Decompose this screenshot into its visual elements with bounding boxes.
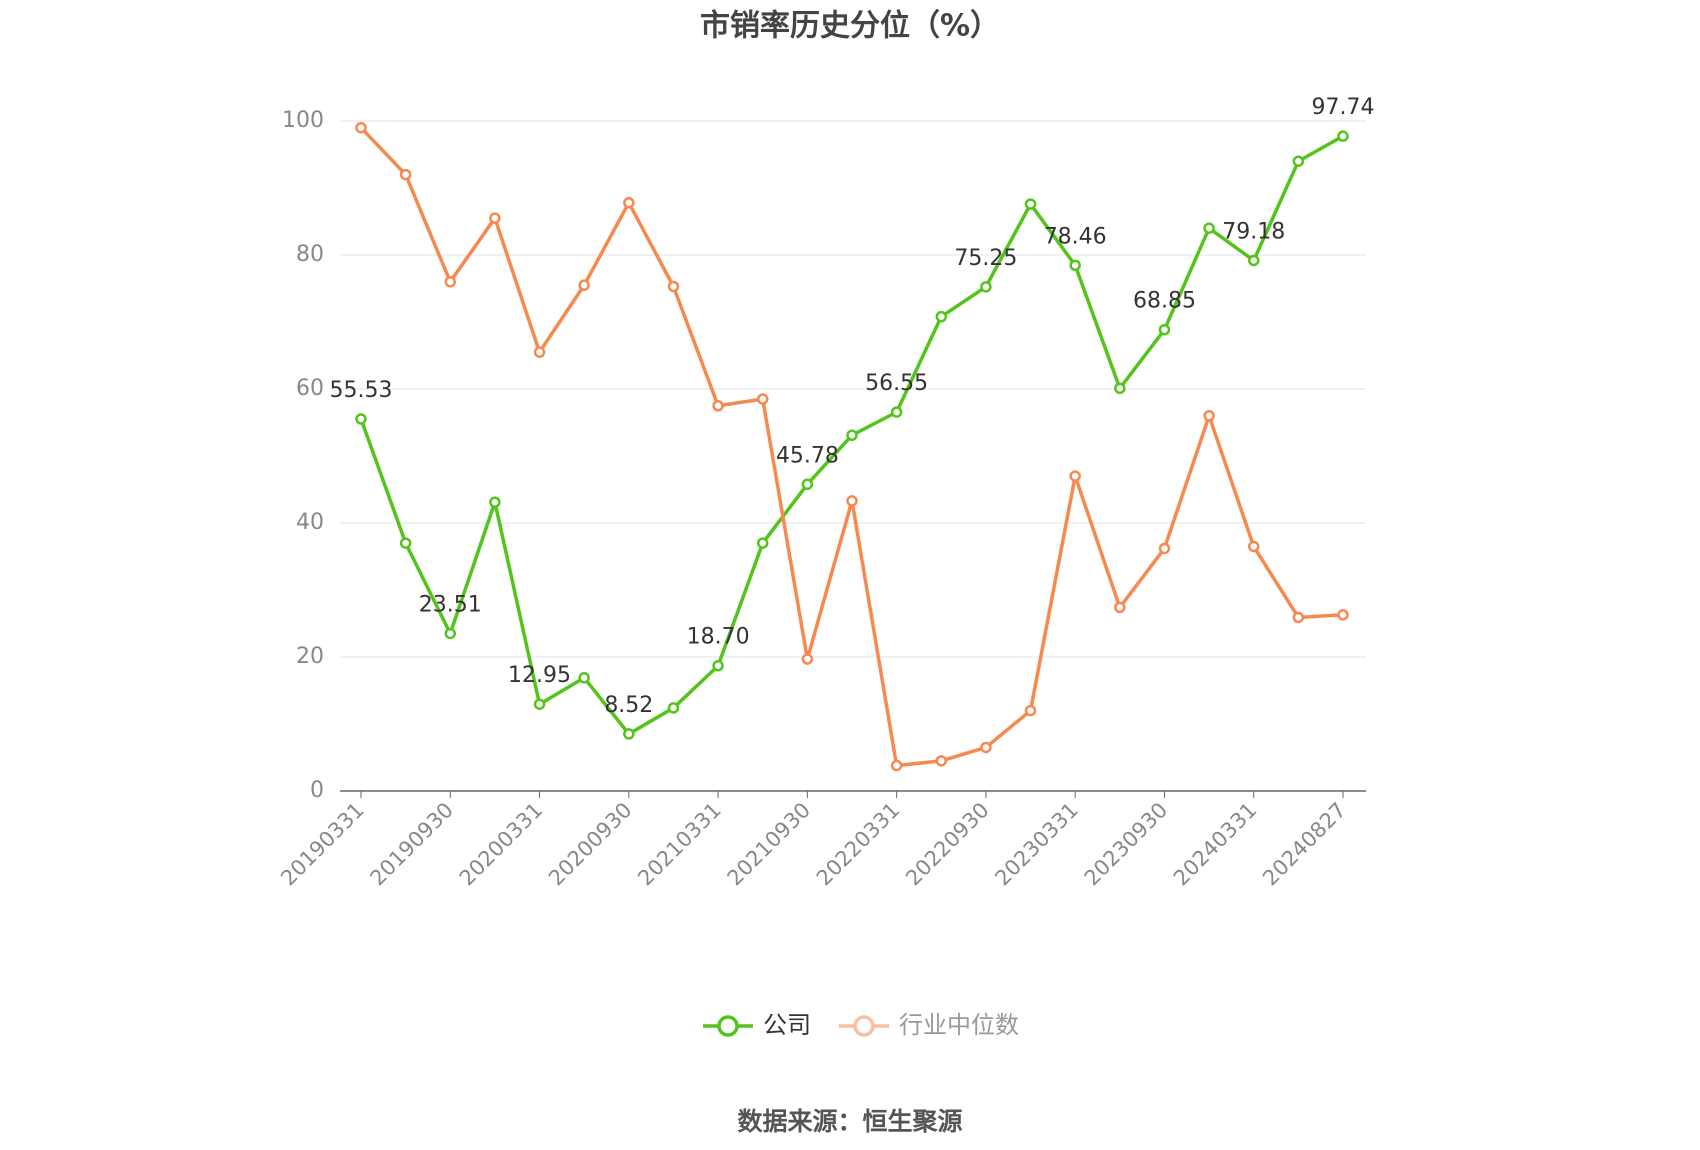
data-label: 78.46: [1044, 224, 1107, 249]
data-label: 75.25: [954, 246, 1017, 271]
data-point: [1114, 601, 1126, 614]
data-point: [1069, 470, 1081, 482]
data-point: [1158, 323, 1171, 336]
data-point: [355, 121, 367, 134]
data-point: [1203, 410, 1215, 422]
data-label: 8.52: [604, 693, 653, 718]
x-tick-label: 20210930: [723, 798, 816, 891]
data-label: 97.74: [1312, 95, 1375, 120]
legend-marker[interactable]: [853, 1015, 875, 1037]
legend-label[interactable]: 公司: [763, 1011, 811, 1039]
data-label: 18.70: [687, 625, 750, 650]
data-point: [1024, 704, 1037, 717]
data-label: 45.78: [776, 443, 839, 468]
data-point: [355, 413, 367, 425]
data-point: [1337, 130, 1349, 142]
y-tick-label: 100: [282, 108, 324, 133]
data-point: [1024, 198, 1037, 210]
x-tick-label: 20200930: [544, 798, 637, 891]
data-point: [1292, 155, 1305, 167]
data-point: [756, 393, 769, 405]
data-point: [1069, 259, 1081, 272]
x-tick-label: 20230331: [990, 798, 1083, 891]
data-point: [667, 702, 680, 714]
x-tick-label: 20190331: [276, 798, 369, 891]
data-point: [444, 627, 457, 640]
y-tick-label: 40: [296, 510, 324, 535]
x-tick-label: 20220930: [901, 798, 994, 891]
data-point: [980, 281, 992, 293]
data-label: 55.53: [330, 378, 393, 403]
data-point: [399, 168, 412, 181]
y-tick-label: 20: [296, 644, 324, 669]
x-tick-label: 20240827: [1258, 798, 1351, 891]
data-point: [444, 276, 457, 288]
data-point: [980, 741, 992, 754]
data-point: [801, 478, 814, 491]
chart-title: 市销率历史分位（%）: [700, 9, 1000, 44]
data-point: [533, 698, 546, 710]
data-point: [801, 653, 814, 665]
x-tick-label: 20200331: [455, 798, 548, 891]
data-point: [846, 495, 858, 507]
data-point: [399, 537, 412, 549]
data-point: [1247, 540, 1260, 553]
data-point: [667, 280, 680, 293]
data-point: [623, 196, 635, 209]
data-label: 56.55: [865, 371, 928, 396]
data-point: [489, 496, 501, 508]
data-point: [489, 212, 501, 224]
y-tick-label: 0: [310, 778, 324, 803]
legend-marker[interactable]: [717, 1015, 739, 1037]
y-tick-label: 60: [296, 376, 324, 401]
data-point: [935, 755, 948, 767]
y-tick-label: 80: [296, 242, 324, 267]
x-tick-label: 20230930: [1080, 798, 1173, 891]
data-point: [846, 429, 858, 441]
data-point: [1247, 254, 1260, 267]
data-label: 79.18: [1222, 219, 1285, 244]
x-tick-label: 20190930: [365, 798, 458, 891]
data-point: [578, 279, 590, 291]
data-point: [533, 346, 546, 358]
data-point: [1292, 611, 1305, 624]
x-tick-label: 20220331: [812, 798, 905, 891]
data-point: [1114, 382, 1126, 395]
x-tick-label: 20240331: [1169, 798, 1262, 891]
x-tick-label: 20210331: [633, 798, 726, 891]
data-point: [712, 400, 724, 412]
data-point: [756, 537, 769, 549]
data-point: [578, 672, 590, 684]
data-point: [890, 759, 903, 772]
legend-label[interactable]: 行业中位数: [899, 1011, 1019, 1039]
data-label: 68.85: [1133, 289, 1196, 314]
data-point: [1158, 542, 1171, 555]
data-point: [890, 406, 903, 418]
data-label: 23.51: [419, 592, 482, 617]
data-point: [712, 659, 724, 672]
data-label: 12.95: [508, 663, 571, 688]
data-point: [935, 310, 948, 323]
data-point: [623, 728, 635, 740]
data-point: [1337, 609, 1349, 621]
data-point: [1203, 222, 1215, 234]
source: 数据来源：恒生聚源: [737, 1107, 962, 1136]
